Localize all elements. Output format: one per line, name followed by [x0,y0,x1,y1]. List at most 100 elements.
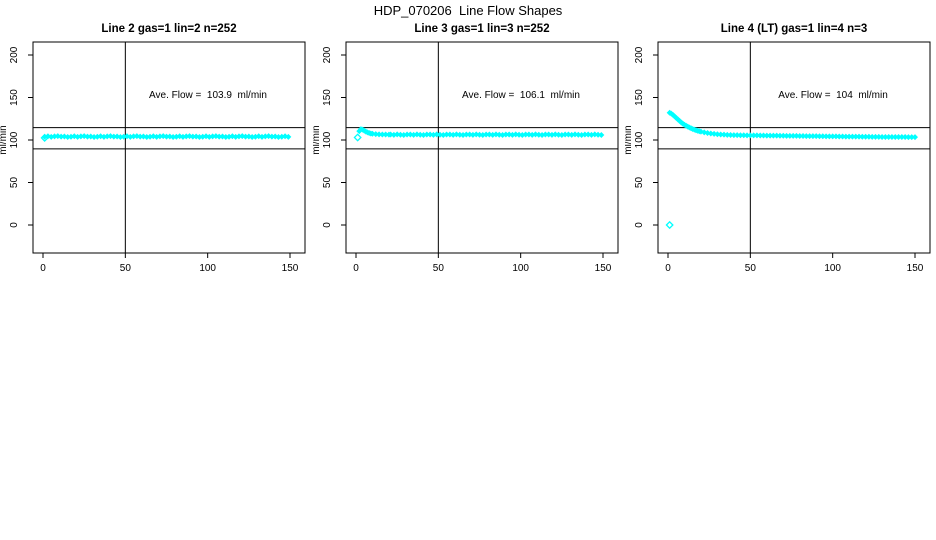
data-point [417,131,424,138]
data-point [509,131,516,138]
data-point [717,131,724,138]
data-point [529,131,536,138]
data-point [404,131,411,138]
data-point [908,134,915,141]
data-point [829,133,836,140]
data-point [502,131,509,138]
panel-line3: Line 3 gas=1 lin=3 n=252 0 50 100 150 0 50 100… [313,0,625,300]
data-point [753,132,760,139]
data-point [730,132,737,139]
data-point [895,134,902,141]
data-point [216,133,223,140]
data-point [588,131,595,138]
data-point [199,133,206,140]
y-tick-label: 100 [9,131,20,148]
y-tick-label: 100 [634,131,645,148]
data-point [173,133,180,140]
data-point [783,132,790,139]
plot-svg-line2: 0 50 100 150 0 50 100 150 200 ml/min [0,41,306,274]
data-point [44,133,51,140]
y-axis-label: ml/min [0,125,9,154]
data-point [740,132,747,139]
data-point [222,133,229,140]
data-point [711,130,718,137]
data-point [552,131,559,138]
data-point [379,131,386,138]
data-point [750,132,757,139]
data-point [249,133,256,140]
data-point [568,131,575,138]
data-point [862,133,869,140]
data-point [463,131,470,138]
panel-line3-ave-flow-annotation: Ave. Flow = 106.1 ml/min [462,90,580,101]
y-tick-label: 0 [634,222,645,228]
data-point [555,131,562,138]
data-point [673,114,680,121]
data-point [865,133,872,140]
x-tick-label: 150 [595,263,612,274]
x-tick-label: 100 [199,263,216,274]
y-tick-label: 50 [634,177,645,189]
x-tick-label: 0 [353,263,359,274]
plot-svg-line4: 0 50 100 150 0 50 100 150 200 ml/min [625,41,931,274]
y-tick-label: 100 [322,131,333,148]
data-point [423,131,430,138]
data-point [760,132,767,139]
data-point [456,131,463,138]
data-point [575,131,582,138]
data-point [394,131,401,138]
y-tick-label: 200 [322,46,333,63]
data-point [147,133,154,140]
data-point [595,131,602,138]
data-point [369,130,376,137]
panel-line2: Line 2 gas=1 lin=2 n=252 0 50 100 150 0 50 100… [0,0,312,300]
data-point [91,133,98,140]
data-point [226,133,233,140]
data-point [209,133,216,140]
plot-box [32,41,306,254]
data-point [898,134,905,141]
data-point [767,132,774,139]
data-point [747,132,754,139]
y-tick-label: 150 [9,89,20,106]
data-point [872,133,879,140]
data-point [905,134,912,141]
data-point [562,131,569,138]
data-point [413,131,420,138]
data-point [727,131,734,138]
data-point [714,131,721,138]
data-point [376,131,383,138]
data-point [150,133,157,140]
y-tick-label: 150 [634,89,645,106]
data-point [879,133,886,140]
data-point [786,132,793,139]
data-point [282,133,289,140]
data-point [84,133,91,140]
panel-line4-title: Line 4 (LT) gas=1 lin=4 n=3 [720,23,868,35]
data-point [189,133,196,140]
data-point [816,133,823,140]
data-point [372,131,379,138]
data-point [757,132,764,139]
data-point [809,133,816,140]
data-point [823,133,830,140]
x-tick-label: 0 [665,263,671,274]
data-point [737,132,744,139]
x-tick-label: 50 [120,263,132,274]
data-point [832,133,839,140]
data-point [585,131,592,138]
data-point [268,133,275,140]
data-point [842,133,849,140]
data-point [849,133,856,140]
data-point [143,133,150,140]
x-tick-label: 100 [824,263,841,274]
data-point [67,133,74,140]
data-point [382,131,389,138]
data-point [285,133,292,140]
data-point [773,132,780,139]
data-point [852,133,859,140]
x-tick-label: 50 [745,263,757,274]
data-point [535,131,542,138]
data-point [170,133,177,140]
data-point [800,133,807,140]
